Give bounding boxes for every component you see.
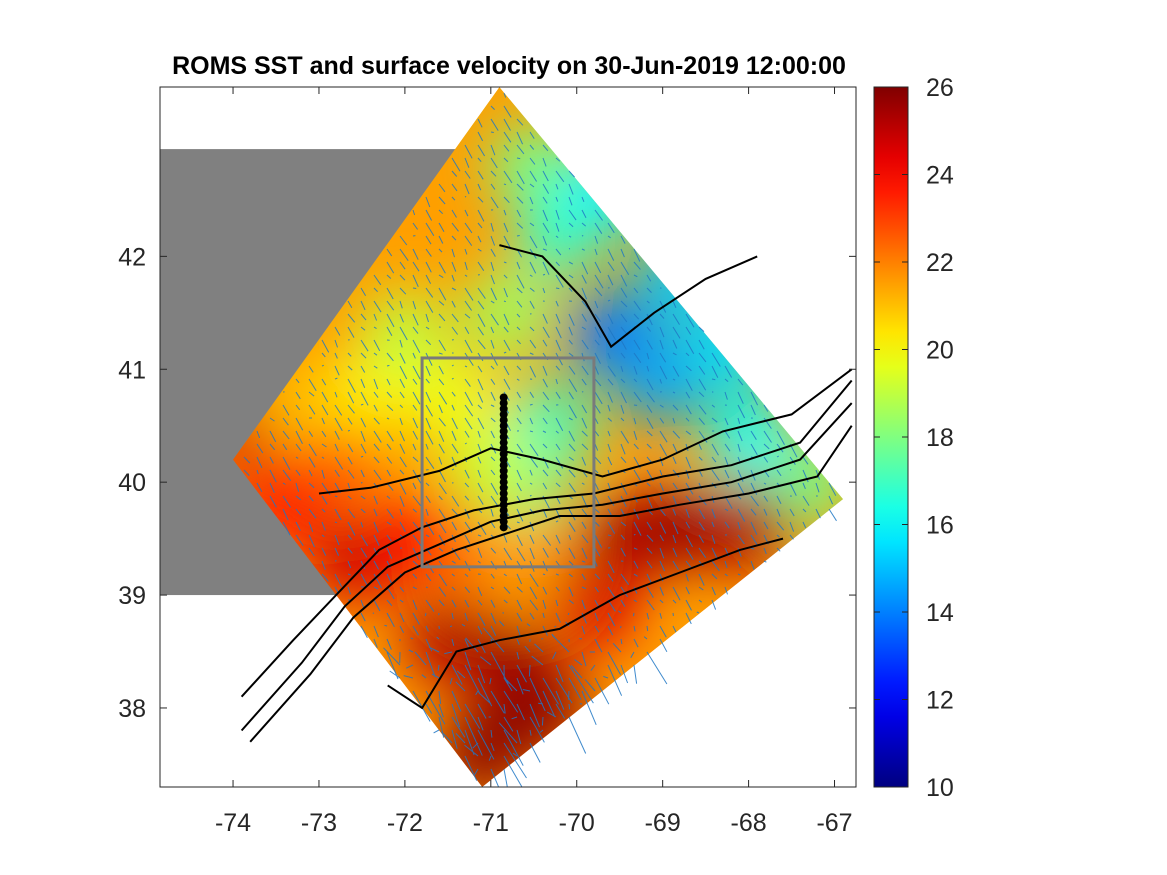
colorbar-ticks: 10 12 14 16 18 20 22 24 26 xyxy=(874,74,954,802)
isobath-line xyxy=(249,425,853,743)
glider-point xyxy=(499,449,508,458)
glider-point xyxy=(499,393,508,402)
sst-sample xyxy=(549,562,638,651)
colorbar-tick-label: 18 xyxy=(926,424,954,452)
y-axis-ticks: 38 39 40 41 42 xyxy=(118,243,856,723)
x-tick-label: -71 xyxy=(473,809,509,837)
glider-point xyxy=(499,478,508,487)
glider-point xyxy=(499,506,508,515)
sst-sample xyxy=(704,483,793,572)
glider-point xyxy=(499,500,508,509)
sst-sample xyxy=(309,517,398,606)
y-tick-label: 41 xyxy=(118,356,146,384)
colorbar-tick-label: 16 xyxy=(926,512,954,540)
glider-point xyxy=(499,466,508,475)
glider-point xyxy=(499,404,508,413)
glider-point xyxy=(499,483,508,492)
x-tick-label: -70 xyxy=(559,809,595,837)
glider-track xyxy=(499,393,508,532)
sst-sample xyxy=(618,336,707,425)
glider-point xyxy=(499,461,508,470)
sst-sample xyxy=(464,268,552,357)
sst-sample xyxy=(446,426,535,515)
glider-point xyxy=(499,512,508,521)
isobath-line xyxy=(499,244,758,349)
axes-frame xyxy=(159,86,857,788)
glider-point xyxy=(499,416,508,425)
isobath-line xyxy=(240,402,853,732)
x-tick-label: -68 xyxy=(731,809,767,837)
isobath-line xyxy=(318,368,853,495)
glider-point xyxy=(499,489,508,498)
glider-point xyxy=(499,421,508,430)
colorbar-tick-label: 14 xyxy=(926,599,954,627)
isobath-contours xyxy=(240,244,853,743)
isobath-line xyxy=(387,537,784,710)
glider-point xyxy=(499,517,508,526)
glider-point xyxy=(499,399,508,408)
colorbar-tick-label: 20 xyxy=(926,337,954,365)
x-tick-label: -72 xyxy=(387,809,423,837)
glider-point xyxy=(499,438,508,447)
glider-point xyxy=(499,444,508,453)
chart-title: ROMS SST and surface velocity on 30-Jun-… xyxy=(172,52,846,80)
y-tick-label: 39 xyxy=(118,582,146,610)
x-axis-ticks: -74 -73 -72 -71 -70 -69 -68 -67 xyxy=(215,87,853,837)
colorbar-tick-label: 12 xyxy=(926,687,954,715)
y-tick-label: 38 xyxy=(118,695,146,723)
colorbar-tick-label: 24 xyxy=(926,162,954,190)
colorbar: 10 12 14 16 18 20 22 24 26 xyxy=(873,74,954,802)
y-tick-label: 42 xyxy=(118,243,146,271)
map-axes: -74 -73 -72 -71 -70 -69 -68 -67 38 39 40 41 42 xyxy=(118,86,857,837)
colorbar-tick-label: 22 xyxy=(926,249,954,277)
glider-point xyxy=(499,523,508,532)
study-area-box xyxy=(420,356,596,569)
x-tick-label: -67 xyxy=(816,809,852,837)
x-tick-label: -69 xyxy=(645,809,681,837)
y-tick-label: 40 xyxy=(118,469,146,497)
glider-point xyxy=(499,495,508,504)
x-tick-label: -74 xyxy=(215,809,251,837)
sst-sample xyxy=(489,517,578,606)
sst-sample xyxy=(635,483,724,572)
glider-point xyxy=(499,433,508,441)
colorbar-tick-label: 10 xyxy=(926,774,954,802)
glider-point xyxy=(499,472,508,481)
x-tick-label: -73 xyxy=(301,809,337,837)
glider-point xyxy=(499,427,508,436)
glider-point xyxy=(499,455,508,464)
glider-point xyxy=(499,410,508,419)
colorbar-tick-label: 26 xyxy=(926,74,954,102)
sst-sample xyxy=(704,393,793,481)
